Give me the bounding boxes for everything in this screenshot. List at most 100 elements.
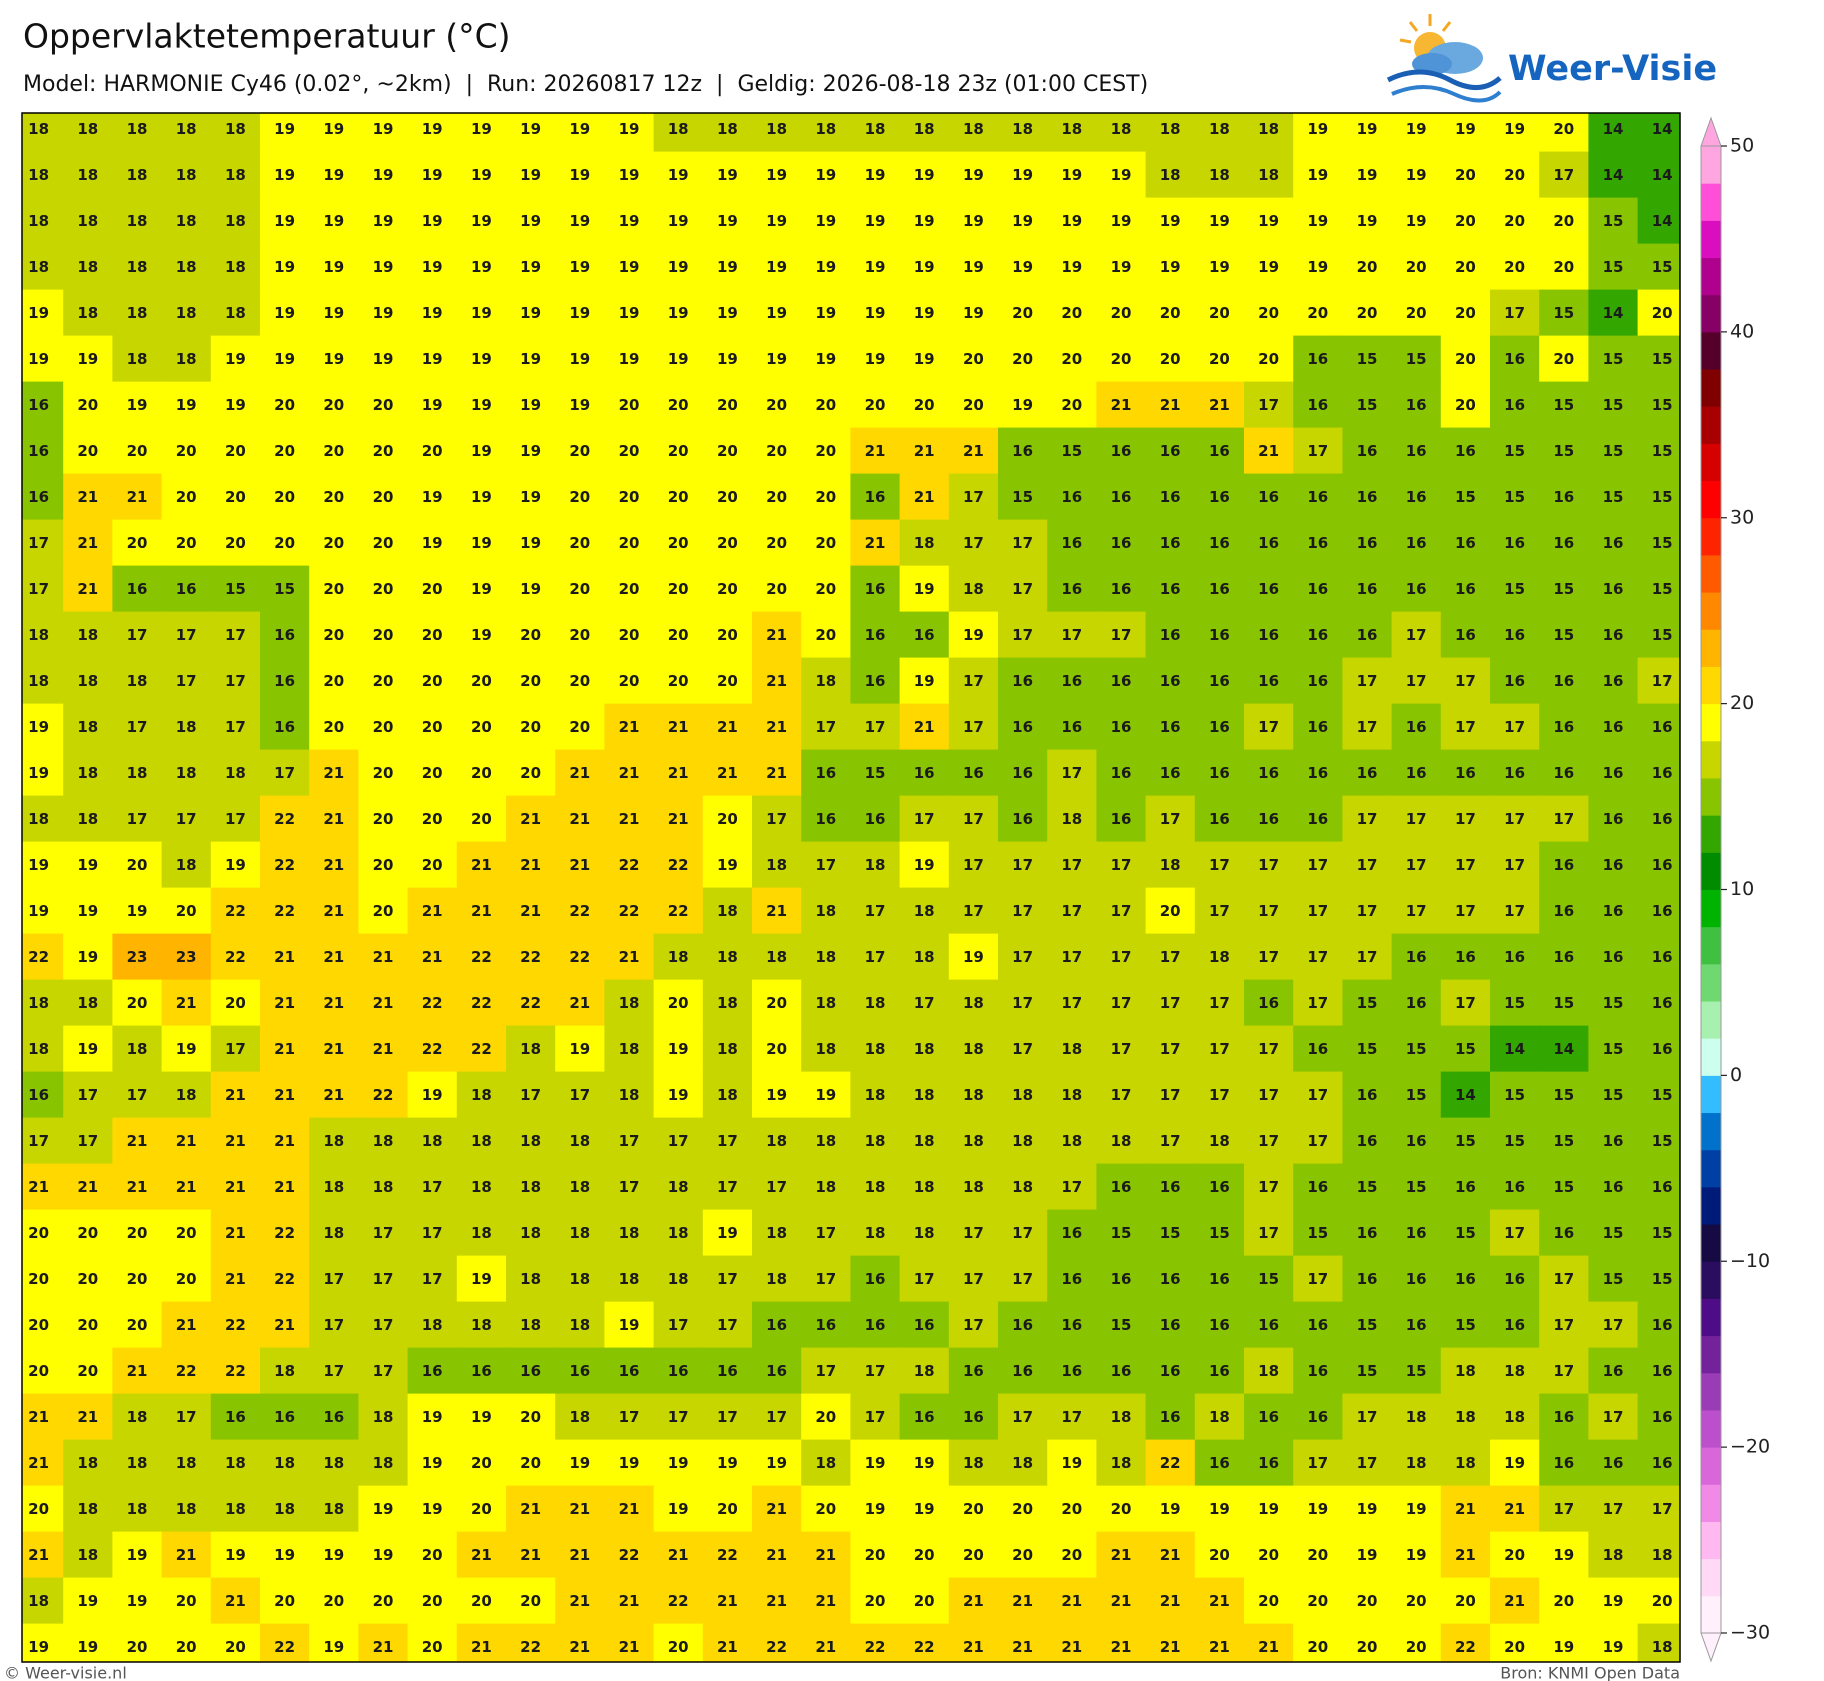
temp-cell — [1342, 113, 1393, 153]
temp-label: 19 — [422, 212, 443, 230]
colorbar-segment — [1701, 963, 1721, 1002]
temp-label: 15 — [1504, 994, 1525, 1012]
temp-cell — [1194, 381, 1245, 429]
temp-label: 20 — [766, 1040, 787, 1058]
temp-label: 20 — [1553, 258, 1574, 276]
temp-cell — [1440, 197, 1491, 245]
temp-label: 20 — [28, 1362, 49, 1380]
temp-label: 20 — [373, 856, 394, 874]
temp-label: 18 — [28, 1592, 49, 1610]
colorbar-segment — [1701, 889, 1721, 928]
temp-cell — [22, 841, 64, 889]
temp-label: 18 — [225, 1454, 246, 1472]
temp-label: 17 — [127, 1086, 148, 1104]
temp-label: 17 — [1504, 902, 1525, 920]
temp-label: 18 — [471, 1086, 492, 1104]
temp-label: 21 — [1012, 1638, 1033, 1656]
temp-label: 20 — [127, 1316, 148, 1334]
temp-label: 17 — [422, 1178, 443, 1196]
temp-cell — [161, 795, 212, 843]
temp-label: 18 — [77, 994, 98, 1012]
temp-cell — [358, 1117, 409, 1165]
temp-cell — [948, 113, 999, 153]
temp-label: 18 — [1258, 120, 1279, 138]
temp-cell — [1194, 289, 1245, 337]
temp-cell — [161, 1623, 212, 1662]
temp-label: 15 — [1652, 258, 1673, 276]
temp-label: 16 — [1012, 1362, 1033, 1380]
temp-label: 21 — [1455, 1500, 1476, 1518]
temp-cell — [850, 1255, 901, 1303]
temp-cell — [1391, 841, 1442, 889]
temp-label: 20 — [668, 488, 689, 506]
temp-label: 19 — [520, 488, 541, 506]
temp-label: 19 — [77, 856, 98, 874]
temp-cell — [1293, 243, 1343, 291]
temp-label: 17 — [1209, 994, 1230, 1012]
colorbar-extend-top — [1700, 116, 1722, 147]
temp-cell — [899, 1071, 950, 1119]
temp-label: 20 — [471, 1592, 492, 1610]
temp-label: 18 — [28, 120, 49, 138]
temp-label: 20 — [1258, 350, 1279, 368]
temp-label: 22 — [471, 1040, 492, 1058]
temp-label: 21 — [569, 1638, 590, 1656]
temp-cell — [22, 1209, 64, 1257]
temp-cell — [309, 933, 359, 981]
colorbar-segment — [1701, 1409, 1721, 1448]
temp-cell — [1194, 113, 1245, 153]
temp-label: 18 — [766, 1132, 787, 1150]
temp-label: 22 — [274, 1638, 295, 1656]
temp-cell — [456, 703, 507, 751]
temp-label: 22 — [471, 994, 492, 1012]
temp-cell — [358, 749, 409, 797]
temp-cell — [1145, 473, 1196, 521]
temp-cell — [1096, 1531, 1147, 1579]
temp-cell — [752, 795, 802, 843]
temp-label: 22 — [422, 1040, 443, 1058]
temp-label: 18 — [176, 856, 197, 874]
temp-cell — [801, 1439, 851, 1487]
temp-label: 18 — [914, 1040, 935, 1058]
temp-cell — [1293, 657, 1343, 705]
temp-label: 17 — [1307, 442, 1328, 460]
temp-cell — [506, 565, 556, 613]
temp-label: 16 — [1603, 810, 1624, 828]
temp-cell — [850, 1117, 901, 1165]
temp-cell — [506, 1025, 556, 1073]
temp-cell — [1342, 1439, 1393, 1487]
temp-cell — [752, 427, 802, 475]
temp-label: 21 — [176, 1546, 197, 1564]
temp-cell — [1637, 197, 1680, 245]
temp-cell — [1490, 243, 1540, 291]
temp-label: 19 — [914, 166, 935, 184]
temp-label: 16 — [1406, 396, 1427, 414]
temp-label: 18 — [471, 1316, 492, 1334]
temp-label: 15 — [1307, 1224, 1328, 1242]
temp-cell — [1096, 1393, 1147, 1441]
temp-label: 17 — [373, 1270, 394, 1288]
temp-label: 18 — [373, 1132, 394, 1150]
temp-label: 15 — [1209, 1224, 1230, 1242]
temp-cell — [161, 1071, 212, 1119]
temp-label: 19 — [471, 304, 492, 322]
temp-cell — [1539, 979, 1589, 1027]
temp-label: 19 — [619, 166, 640, 184]
temp-label: 21 — [520, 902, 541, 920]
temp-cell — [1440, 473, 1491, 521]
colorbar-segment — [1701, 1372, 1721, 1411]
temp-cell — [1096, 197, 1147, 245]
temp-cell — [653, 1577, 704, 1625]
temp-cell — [1145, 335, 1196, 383]
temp-label: 19 — [914, 1454, 935, 1472]
temp-label: 17 — [1160, 948, 1181, 966]
temp-cell — [653, 1623, 704, 1662]
temp-cell — [752, 519, 802, 567]
temp-cell — [407, 1623, 458, 1662]
temp-label: 19 — [323, 1638, 344, 1656]
temp-label: 17 — [1357, 672, 1378, 690]
temp-cell — [407, 1071, 458, 1119]
temp-cell — [1588, 1301, 1639, 1349]
temp-label: 18 — [274, 1500, 295, 1518]
temp-label: 18 — [1504, 1408, 1525, 1426]
